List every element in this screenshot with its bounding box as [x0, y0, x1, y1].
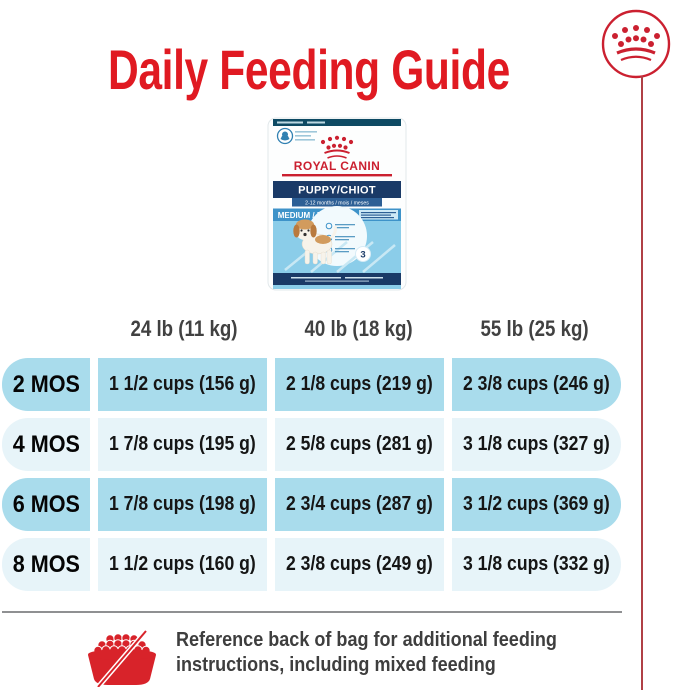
bag-brand-name: ROYAL CANIN [294, 159, 380, 173]
cell-24lb: 1 7/8 cups (195 g) [98, 418, 267, 471]
footer-divider [2, 611, 622, 613]
table-row: 8 MOS 1 1/2 cups (160 g) 2 3/8 cups (249… [2, 538, 622, 591]
cell-55lb: 3 1/8 cups (332 g) [452, 538, 621, 591]
column-header-55lb: 55 lb (25 kg) [480, 316, 589, 341]
cell-40lb: 2 1/8 cups (219 g) [275, 358, 444, 411]
column-header-40lb: 40 lb (18 kg) [304, 316, 414, 341]
bag-product-band [273, 181, 401, 198]
cell-55lb: 3 1/2 cups (369 g) [452, 478, 621, 531]
column-header-24lb: 24 lb (11 kg) [130, 316, 238, 341]
cell-55lb: 3 1/8 cups (327 g) [452, 418, 621, 471]
bag-size-label: MEDIUM / MOYEN [278, 211, 347, 220]
bag-number-badge [355, 246, 371, 262]
cell-24lb: 1 7/8 cups (198 g) [98, 478, 267, 531]
footer-note-line1: Reference back of bag for additional fee… [176, 628, 557, 651]
bag-crown-icon [320, 135, 354, 150]
bag-number: 3 [360, 250, 365, 261]
row-age-label: 2 MOS [2, 358, 90, 411]
royal-canin-crown-icon [600, 8, 672, 80]
product-bag-image: ROYAL CANIN PUPPY/CHIOT 2-12 months / mo… [265, 112, 409, 293]
bag-bottom-band [273, 273, 401, 285]
crown-logo-svg [601, 9, 671, 79]
table-header-row: 24 lb (11 kg) 40 lb (18 kg) 55 lb (25 kg… [96, 316, 622, 342]
page-title: Daily Feeding Guide [108, 38, 510, 101]
cell-40lb: 2 5/8 cups (281 g) [275, 418, 444, 471]
puppy-photo [293, 219, 337, 265]
bag-top-strip [273, 119, 401, 126]
product-bag-svg: ROYAL CANIN PUPPY/CHIOT 2-12 months / mo… [267, 117, 407, 291]
footer-note-line2: instructions, including mixed feeding [176, 653, 496, 676]
bag-feature-list [325, 222, 355, 254]
food-bowl-icon [84, 629, 160, 689]
bag-age-range: 2-12 months / mois / meses [305, 201, 369, 207]
footer-note: Reference back of bag for additional fee… [176, 627, 609, 677]
cell-40lb: 2 3/4 cups (287 g) [275, 478, 444, 531]
row-age-label: 6 MOS [2, 478, 90, 531]
table-row: 4 MOS 1 7/8 cups (195 g) 2 5/8 cups (281… [2, 418, 622, 471]
row-age-label: 8 MOS [2, 538, 90, 591]
cell-55lb: 2 3/8 cups (246 g) [452, 358, 621, 411]
cell-24lb: 1 1/2 cups (160 g) [98, 538, 267, 591]
cell-24lb: 1 1/2 cups (156 g) [98, 358, 267, 411]
vertical-red-rule [641, 76, 644, 690]
table-row: 2 MOS 1 1/2 cups (156 g) 2 1/8 cups (219… [2, 358, 622, 411]
row-age-label: 4 MOS [2, 418, 90, 471]
bag-product-name: PUPPY/CHIOT [298, 185, 376, 197]
cell-40lb: 2 3/8 cups (249 g) [275, 538, 444, 591]
table-row: 6 MOS 1 7/8 cups (198 g) 2 3/4 cups (287… [2, 478, 622, 531]
